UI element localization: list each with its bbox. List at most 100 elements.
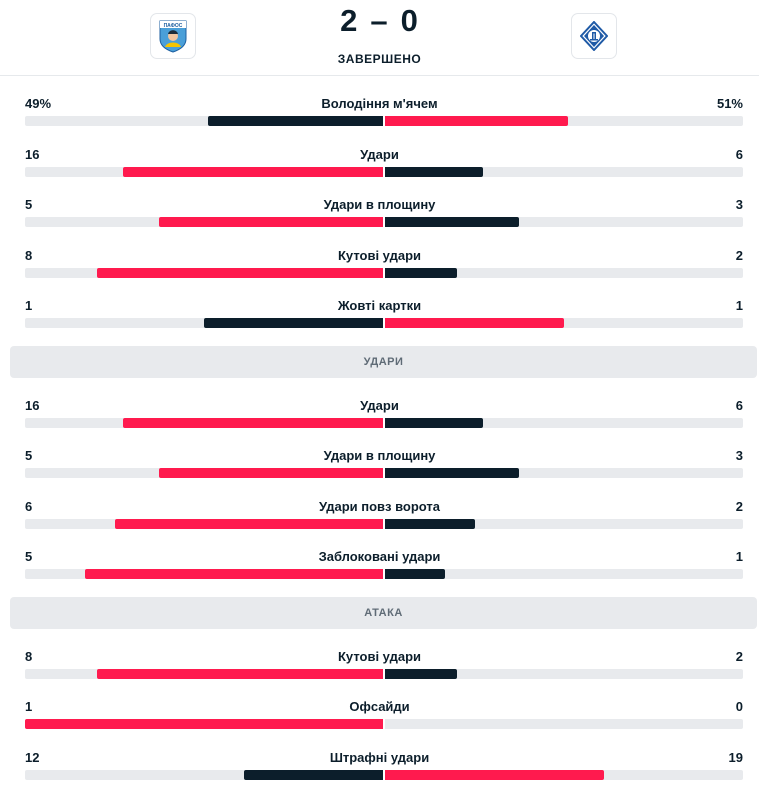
stat-name: Офсайди bbox=[349, 699, 410, 714]
pafos-crest-icon: ПАФОС bbox=[159, 20, 187, 53]
away-bar-track bbox=[385, 719, 743, 729]
home-bar-fill bbox=[204, 318, 383, 328]
away-bar-fill bbox=[385, 318, 564, 328]
away-score: 0 bbox=[400, 3, 419, 38]
stat-name: Штрафні удари bbox=[329, 749, 430, 765]
home-bar-fill bbox=[25, 719, 383, 729]
away-bar-fill bbox=[385, 668, 457, 679]
away-bar-fill bbox=[385, 116, 568, 126]
away-team-logo[interactable] bbox=[571, 13, 617, 59]
away-bar-track bbox=[385, 166, 743, 177]
home-bar-fill bbox=[207, 116, 383, 126]
stat-name: Удари bbox=[360, 397, 399, 413]
away-stat-value: 3 bbox=[735, 448, 743, 463]
stat-row: 16 Удари 6 bbox=[0, 378, 759, 429]
away-bar-track bbox=[385, 518, 743, 529]
match-status: ЗАВЕРШЕНО bbox=[337, 52, 422, 66]
away-bar-fill bbox=[385, 569, 445, 579]
away-stat-value: 1 bbox=[735, 298, 743, 313]
home-stat-value: 1 bbox=[25, 298, 33, 313]
home-stat-value: 8 bbox=[25, 247, 33, 263]
home-team-logo[interactable]: ПАФОС bbox=[150, 13, 196, 59]
away-bar-track bbox=[385, 769, 743, 780]
home-logo-text: ПАФОС bbox=[164, 23, 183, 29]
home-bar-fill bbox=[96, 668, 383, 679]
away-bar-fill bbox=[385, 468, 520, 478]
home-stat-value: 8 bbox=[25, 648, 33, 664]
stat-row: 5 Удари в площину 3 bbox=[0, 428, 759, 479]
match-header: ПАФОС 2–0 ЗАВЕРШЕНО bbox=[0, 0, 759, 76]
home-bar-track bbox=[25, 116, 383, 126]
home-bar-fill bbox=[96, 267, 383, 278]
away-bar-track bbox=[385, 267, 743, 278]
home-bar-fill bbox=[159, 468, 383, 478]
dynamo-kyiv-crest-icon bbox=[580, 21, 608, 51]
section-header: УДАРИ bbox=[10, 345, 757, 378]
home-bar-track bbox=[25, 217, 383, 227]
stat-name: Кутові удари bbox=[338, 648, 421, 664]
away-stat-value: 19 bbox=[728, 749, 743, 765]
away-bar-fill bbox=[385, 166, 483, 177]
home-bar-fill bbox=[159, 217, 383, 227]
home-stat-value: 5 bbox=[25, 448, 33, 463]
stat-name: Удари bbox=[360, 146, 399, 162]
stat-row: 5 Заблоковані удари 1 bbox=[0, 529, 759, 580]
home-stat-value: 12 bbox=[25, 749, 40, 765]
stat-name: Кутові удари bbox=[338, 247, 421, 263]
home-score: 2 bbox=[340, 3, 359, 38]
stat-row: 8 Кутові удари 2 bbox=[0, 228, 759, 279]
stat-row: 8 Кутові удари 2 bbox=[0, 629, 759, 680]
home-bar-fill bbox=[122, 417, 383, 428]
match-score: 2–0 bbox=[0, 3, 759, 39]
stat-row: 12 Штрафні удари 19 bbox=[0, 730, 759, 781]
home-stat-value: 6 bbox=[25, 498, 33, 514]
away-bar-fill bbox=[385, 518, 475, 529]
home-stat-value: 16 bbox=[25, 146, 40, 162]
away-bar-fill bbox=[385, 267, 457, 278]
away-stat-value: 2 bbox=[735, 648, 743, 664]
home-stat-value: 49% bbox=[25, 96, 52, 111]
home-bar-fill bbox=[244, 769, 383, 780]
home-bar-track bbox=[25, 518, 383, 529]
home-bar-track bbox=[25, 417, 383, 428]
home-bar-track bbox=[25, 166, 383, 177]
section-header: АТАКА bbox=[10, 596, 757, 629]
stat-row: 1 Жовті картки 1 bbox=[0, 278, 759, 329]
away-bar-track bbox=[385, 569, 743, 579]
stat-name: Володіння м'ячем bbox=[321, 96, 438, 111]
stat-row: 16 Удари 6 bbox=[0, 127, 759, 178]
away-bar-fill bbox=[385, 217, 520, 227]
away-bar-track bbox=[385, 417, 743, 428]
stat-name: Удари в площину bbox=[323, 448, 436, 463]
home-bar-track bbox=[25, 468, 383, 478]
stat-name: Удари в площину bbox=[323, 197, 436, 212]
home-stat-value: 5 bbox=[25, 549, 33, 564]
home-bar-track bbox=[25, 769, 383, 780]
home-bar-track bbox=[25, 267, 383, 278]
away-stat-value: 2 bbox=[735, 247, 743, 263]
away-stat-value: 2 bbox=[735, 498, 743, 514]
stat-row: 1 Офсайди 0 bbox=[0, 679, 759, 730]
stat-row: 49% Володіння м'ячем 51% bbox=[0, 76, 759, 127]
home-stat-value: 16 bbox=[25, 397, 40, 413]
stat-name: Удари повз ворота bbox=[318, 498, 441, 514]
stat-row: 5 Удари в площину 3 bbox=[0, 177, 759, 228]
away-bar-track bbox=[385, 668, 743, 679]
home-bar-track bbox=[25, 318, 383, 328]
away-stat-value: 1 bbox=[735, 549, 743, 564]
away-bar-track bbox=[385, 116, 743, 126]
home-bar-track bbox=[25, 569, 383, 579]
home-stat-value: 1 bbox=[25, 699, 33, 714]
away-stat-value: 6 bbox=[735, 397, 743, 413]
stat-row: 6 Удари повз ворота 2 bbox=[0, 479, 759, 530]
home-bar-track bbox=[25, 668, 383, 679]
away-bar-track bbox=[385, 468, 743, 478]
home-bar-fill bbox=[122, 166, 383, 177]
score-separator: – bbox=[370, 3, 389, 38]
stat-name: Жовті картки bbox=[337, 298, 422, 313]
away-stat-value: 0 bbox=[735, 699, 743, 714]
away-stat-value: 6 bbox=[735, 146, 743, 162]
stats-container: 49% Володіння м'ячем 51% 16 Удари 6 5 Удари в п… bbox=[0, 76, 759, 780]
home-stat-value: 5 bbox=[25, 197, 33, 212]
away-bar-track bbox=[385, 217, 743, 227]
